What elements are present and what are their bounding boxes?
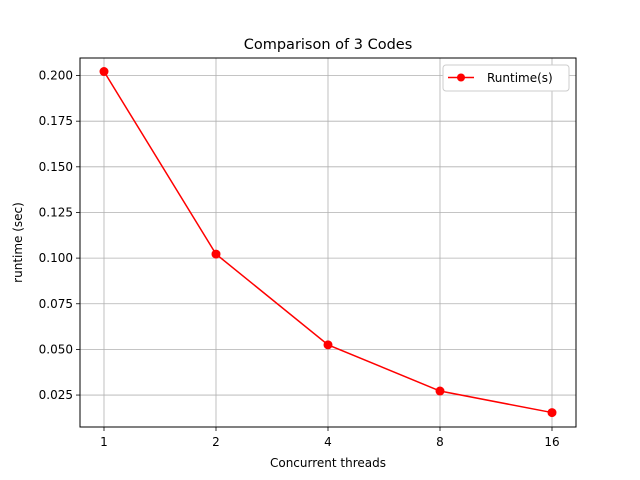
data-point bbox=[323, 340, 333, 350]
y-tick-label: 0.100 bbox=[39, 251, 73, 265]
x-tick-label: 1 bbox=[100, 435, 108, 449]
x-tick-label: 4 bbox=[324, 435, 332, 449]
y-axis-label: runtime (sec) bbox=[11, 202, 25, 283]
y-tick-label: 0.200 bbox=[39, 69, 73, 83]
legend-marker-runtime bbox=[457, 73, 465, 82]
legend-box bbox=[442, 64, 570, 92]
data-point bbox=[99, 67, 109, 77]
y-tick-label: 0.125 bbox=[39, 205, 73, 219]
data-point bbox=[547, 408, 557, 418]
x-axis-label: Concurrent threads bbox=[270, 456, 386, 470]
x-tick-label: 16 bbox=[544, 435, 559, 449]
legend: Runtime(s) bbox=[442, 64, 570, 92]
grid bbox=[80, 58, 576, 427]
series-layer bbox=[99, 67, 557, 418]
data-point bbox=[435, 386, 445, 396]
y-axis: 0.025 0.050 0.075 0.100 0.125 0.150 0.175 0.200 bbox=[39, 69, 80, 402]
x-tick-label: 8 bbox=[436, 435, 444, 449]
y-tick-label: 0.025 bbox=[39, 388, 73, 402]
plot-frame bbox=[79, 57, 577, 428]
y-tick-label: 0.075 bbox=[39, 297, 73, 311]
x-axis: 1 2 4 8 16 bbox=[100, 427, 560, 449]
y-tick-label: 0.175 bbox=[39, 114, 73, 128]
x-tick-label: 2 bbox=[212, 435, 220, 449]
legend-label-runtime: Runtime(s) bbox=[487, 71, 553, 85]
y-tick-label: 0.150 bbox=[39, 160, 73, 174]
chart-title: Comparison of 3 Codes bbox=[244, 37, 413, 53]
y-tick-label: 0.050 bbox=[39, 342, 73, 356]
data-point bbox=[211, 249, 221, 259]
